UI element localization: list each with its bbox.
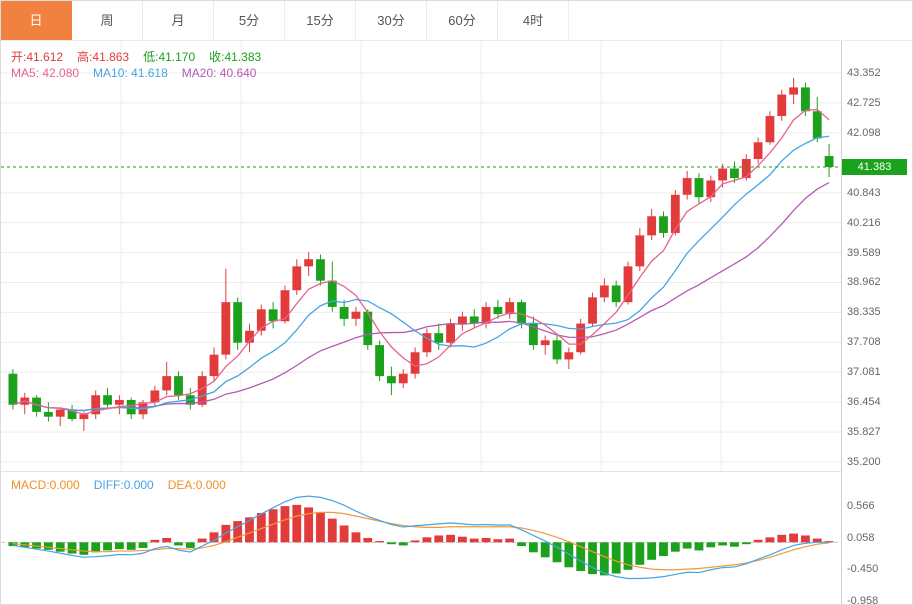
close-label: 收: [209, 50, 225, 64]
y-axis-line [841, 41, 842, 604]
close-value: 41.383 [224, 50, 262, 64]
tab-5min[interactable]: 5分 [214, 1, 285, 40]
price-axis-tick: 38.335 [847, 306, 881, 319]
tab-30min[interactable]: 30分 [356, 1, 427, 40]
tab-week[interactable]: 周 [72, 1, 143, 40]
tab-day[interactable]: 日 [1, 1, 72, 40]
macd-axis-tick: -0.450 [847, 563, 879, 576]
last-price-tag: 41.383 [842, 158, 907, 175]
low-label: 低: [143, 50, 159, 64]
timeframe-tabbar: 日 周 月 5分 15分 30分 60分 4时 [1, 1, 912, 41]
price-axis-tick: 42.098 [847, 126, 881, 139]
ma5-value: 42.080 [42, 66, 80, 80]
macd-axis-tick: -0.958 [847, 595, 879, 605]
high-info: 高:41.863 [77, 48, 129, 65]
low-value: 41.170 [158, 50, 196, 64]
tab-month[interactable]: 月 [143, 1, 214, 40]
price-axis-tick: 35.827 [847, 426, 881, 439]
macd-info-item: MACD:0.000 [11, 478, 80, 492]
open-value: 41.612 [26, 50, 64, 64]
ma-info-bar: MA5: 42.080 MA10: 41.618 MA20: 40.640 [11, 66, 256, 80]
macd-label: MACD: [11, 478, 50, 492]
tab-15min[interactable]: 15分 [285, 1, 356, 40]
ma20-info: MA20: 40.640 [182, 66, 257, 80]
dea-value: 0.000 [195, 478, 226, 492]
diff-label: DIFF: [93, 478, 124, 492]
ma10-value: 41.618 [131, 66, 168, 80]
ohlc-info-bar: 开:41.612 高:41.863 低:41.170 收:41.383 [11, 48, 261, 65]
macd-axis-tick: 0.566 [847, 500, 875, 512]
tab-60min[interactable]: 60分 [427, 1, 498, 40]
ma5-label: MA5: [11, 66, 43, 80]
macd-chart-svg[interactable] [1, 471, 841, 605]
ma10-info: MA10: 41.618 [93, 66, 168, 80]
chart-area: 43.352 42.725 42.098 40.843 40.216 39.589 38.9… [1, 41, 912, 605]
high-label: 高: [77, 50, 93, 64]
ma20-value: 40.640 [219, 66, 257, 80]
close-info: 收:41.383 [209, 48, 261, 65]
macd-axis-labels: 0.566 0.058 -0.450 -0.958 [847, 41, 912, 605]
price-axis-labels: 43.352 42.725 42.098 40.843 40.216 39.589 38.9… [847, 41, 912, 604]
price-axis-tick: 40.216 [847, 216, 881, 229]
diff-info-item: DIFF:0.000 [94, 478, 154, 492]
macd-axis-tick: 0.058 [847, 531, 875, 544]
macd-value: 0.000 [49, 478, 80, 492]
ma10-label: MA10: [93, 66, 132, 80]
ma5-info: MA5: 42.080 [11, 66, 79, 80]
price-axis-tick: 37.081 [847, 366, 881, 379]
low-info: 低:41.170 [143, 48, 195, 65]
dea-info-item: DEA:0.000 [168, 478, 226, 492]
price-axis-tick: 39.589 [847, 246, 881, 259]
open-label: 开: [11, 50, 27, 64]
price-axis-tick: 42.725 [847, 96, 881, 109]
price-axis-tick: 37.708 [847, 336, 881, 349]
dea-label: DEA: [167, 478, 196, 492]
candlestick-chart-svg[interactable] [1, 41, 841, 471]
price-axis-tick: 35.200 [847, 456, 881, 468]
price-axis-tick: 36.454 [847, 396, 881, 409]
price-axis-tick: 38.962 [847, 276, 881, 289]
high-value: 41.863 [92, 50, 130, 64]
macd-info-bar: MACD:0.000 DIFF:0.000 DEA:0.000 [11, 478, 226, 492]
price-axis-tick: 40.843 [847, 186, 881, 199]
price-axis-tick: 43.352 [847, 67, 881, 79]
diff-value: 0.000 [123, 478, 154, 492]
ma20-label: MA20: [181, 66, 220, 80]
open-info: 开:41.612 [11, 48, 63, 65]
tab-4hour[interactable]: 4时 [498, 1, 569, 40]
